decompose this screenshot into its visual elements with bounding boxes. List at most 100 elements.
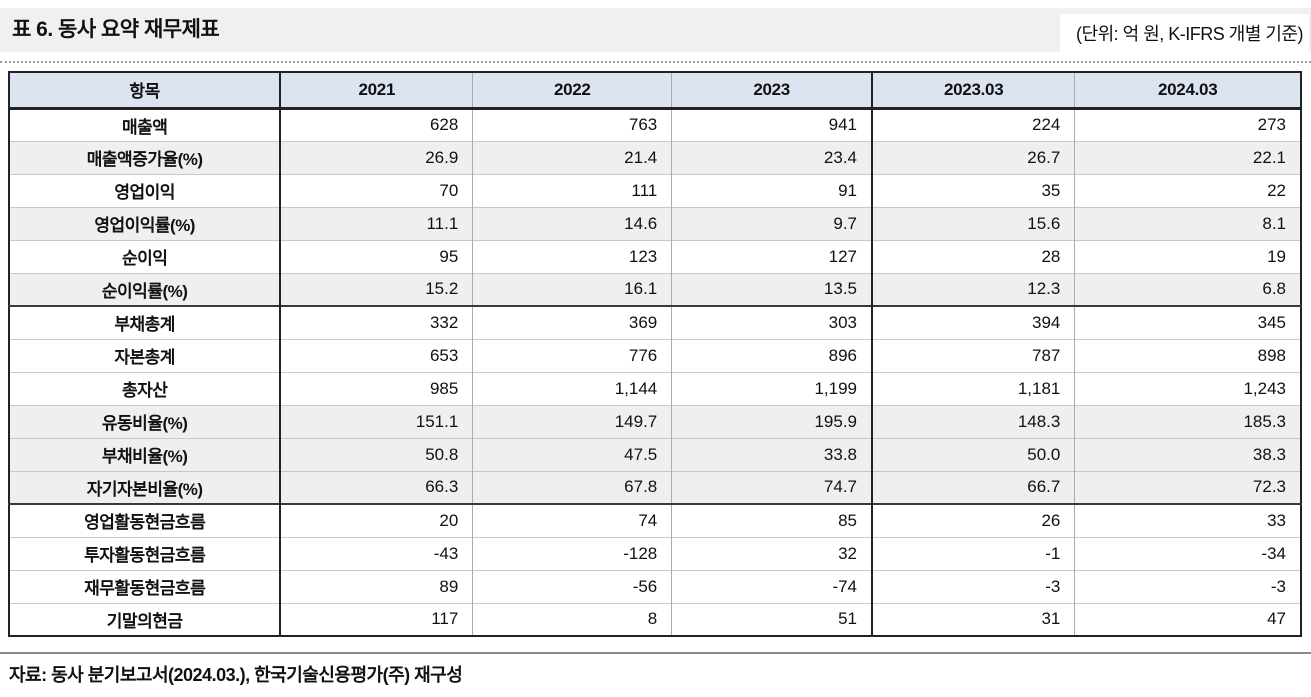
cell-value: 50.8 [280,437,474,471]
row-label: 부채비율(%) [9,437,282,471]
cell-value: 117 [280,602,474,636]
row-label: 매출액 [9,107,282,141]
cell-value: 896 [671,338,874,372]
financial-table-container: 항목 2021 2022 2023 2023.03 2024.03 매출액 62… [8,71,1302,637]
cell-value: 127 [671,239,874,273]
cell-value: -3 [1074,569,1301,603]
cell-value: 16.1 [472,272,673,306]
cell-value: 787 [872,338,1076,372]
cell-value: 369 [472,305,673,339]
table-header-row: 항목 2021 2022 2023 2023.03 2024.03 [9,72,1301,110]
cell-value: 1,181 [872,371,1076,405]
table-row: 자기자본비율(%) 66.3 67.8 74.7 66.7 72.3 [9,470,1301,504]
row-label: 재무활동현금흐름 [9,569,282,603]
cell-value: 26 [872,503,1076,537]
cell-value: 74.7 [671,470,874,504]
cell-value: 72.3 [1074,470,1301,504]
cell-value: 123 [472,239,673,273]
cell-value: 13.5 [671,272,874,306]
table-row: 재무활동현금흐름 89 -56 -74 -3 -3 [9,569,1301,603]
cell-value: 224 [872,107,1076,141]
cell-value: 85 [671,503,874,537]
cell-value: 31 [872,602,1076,636]
cell-value: -1 [872,536,1076,570]
column-header-2023-03: 2023.03 [872,72,1076,110]
cell-value: 47.5 [472,437,673,471]
cell-value: 149.7 [472,404,673,438]
unit-note: (단위: 억 원, K-IFRS 개별 기준) [1060,14,1309,58]
cell-value: 33 [1074,503,1301,537]
cell-value: 332 [280,305,474,339]
cell-value: 776 [472,338,673,372]
cell-value: 26.9 [280,140,474,174]
column-header-2024-03: 2024.03 [1074,72,1301,110]
cell-value: 1,199 [671,371,874,405]
table-row: 투자활동현금흐름 -43 -128 32 -1 -34 [9,536,1301,570]
cell-value: 985 [280,371,474,405]
cell-value: 763 [472,107,673,141]
table-row: 영업이익률(%) 11.1 14.6 9.7 15.6 8.1 [9,206,1301,240]
cell-value: 941 [671,107,874,141]
row-label: 유동비율(%) [9,404,282,438]
table-row: 부채비율(%) 50.8 47.5 33.8 50.0 38.3 [9,437,1301,471]
cell-value: 32 [671,536,874,570]
row-label: 부채총계 [9,305,282,339]
table-title: 표 6. 동사 요약 재무제표 [12,18,220,41]
cell-value: 91 [671,173,874,207]
cell-value: 70 [280,173,474,207]
cell-value: 6.8 [1074,272,1301,306]
table-row: 부채총계 332 369 303 394 345 [9,305,1301,339]
cell-value: -3 [872,569,1076,603]
cell-value: -128 [472,536,673,570]
cell-value: 28 [872,239,1076,273]
column-header-items: 항목 [9,72,282,110]
cell-value: 12.3 [872,272,1076,306]
row-label: 자본총계 [9,338,282,372]
table-row: 자본총계 653 776 896 787 898 [9,338,1301,372]
column-header-2022: 2022 [472,72,673,110]
cell-value: 628 [280,107,474,141]
cell-value: 66.3 [280,470,474,504]
cell-value: 8 [472,602,673,636]
cell-value: 111 [472,173,673,207]
cell-value: 33.8 [671,437,874,471]
cell-value: -43 [280,536,474,570]
row-label: 투자활동현금흐름 [9,536,282,570]
table-row: 유동비율(%) 151.1 149.7 195.9 148.3 185.3 [9,404,1301,438]
cell-value: -34 [1074,536,1301,570]
cell-value: 19 [1074,239,1301,273]
table-row: 매출액 628 763 941 224 273 [9,107,1301,141]
cell-value: -74 [671,569,874,603]
table-row: 매출액증가율(%) 26.9 21.4 23.4 26.7 22.1 [9,140,1301,174]
table-row: 기말의현금 117 8 51 31 47 [9,602,1301,636]
cell-value: 303 [671,305,874,339]
cell-value: 51 [671,602,874,636]
row-label: 순이익 [9,239,282,273]
cell-value: 89 [280,569,474,603]
table-row: 영업활동현금흐름 20 74 85 26 33 [9,503,1301,537]
source-note: 자료: 동사 분기보고서(2024.03.), 한국기술신용평가(주) 재구성 [9,665,463,685]
cell-value: 394 [872,305,1076,339]
cell-value: 15.6 [872,206,1076,240]
cell-value: 9.7 [671,206,874,240]
cell-value: 23.4 [671,140,874,174]
cell-value: 67.8 [472,470,673,504]
cell-value: 22.1 [1074,140,1301,174]
cell-value: 151.1 [280,404,474,438]
cell-value: 14.6 [472,206,673,240]
cell-value: 38.3 [1074,437,1301,471]
table-row: 총자산 985 1,144 1,199 1,181 1,243 [9,371,1301,405]
cell-value: 185.3 [1074,404,1301,438]
cell-value: 35 [872,173,1076,207]
cell-value: 74 [472,503,673,537]
cell-value: 95 [280,239,474,273]
row-label: 자기자본비율(%) [9,470,282,504]
cell-value: 273 [1074,107,1301,141]
column-header-2023: 2023 [671,72,874,110]
cell-value: 66.7 [872,470,1076,504]
cell-value: -56 [472,569,673,603]
cell-value: 898 [1074,338,1301,372]
row-label: 매출액증가율(%) [9,140,282,174]
footer-divider [0,652,1311,654]
